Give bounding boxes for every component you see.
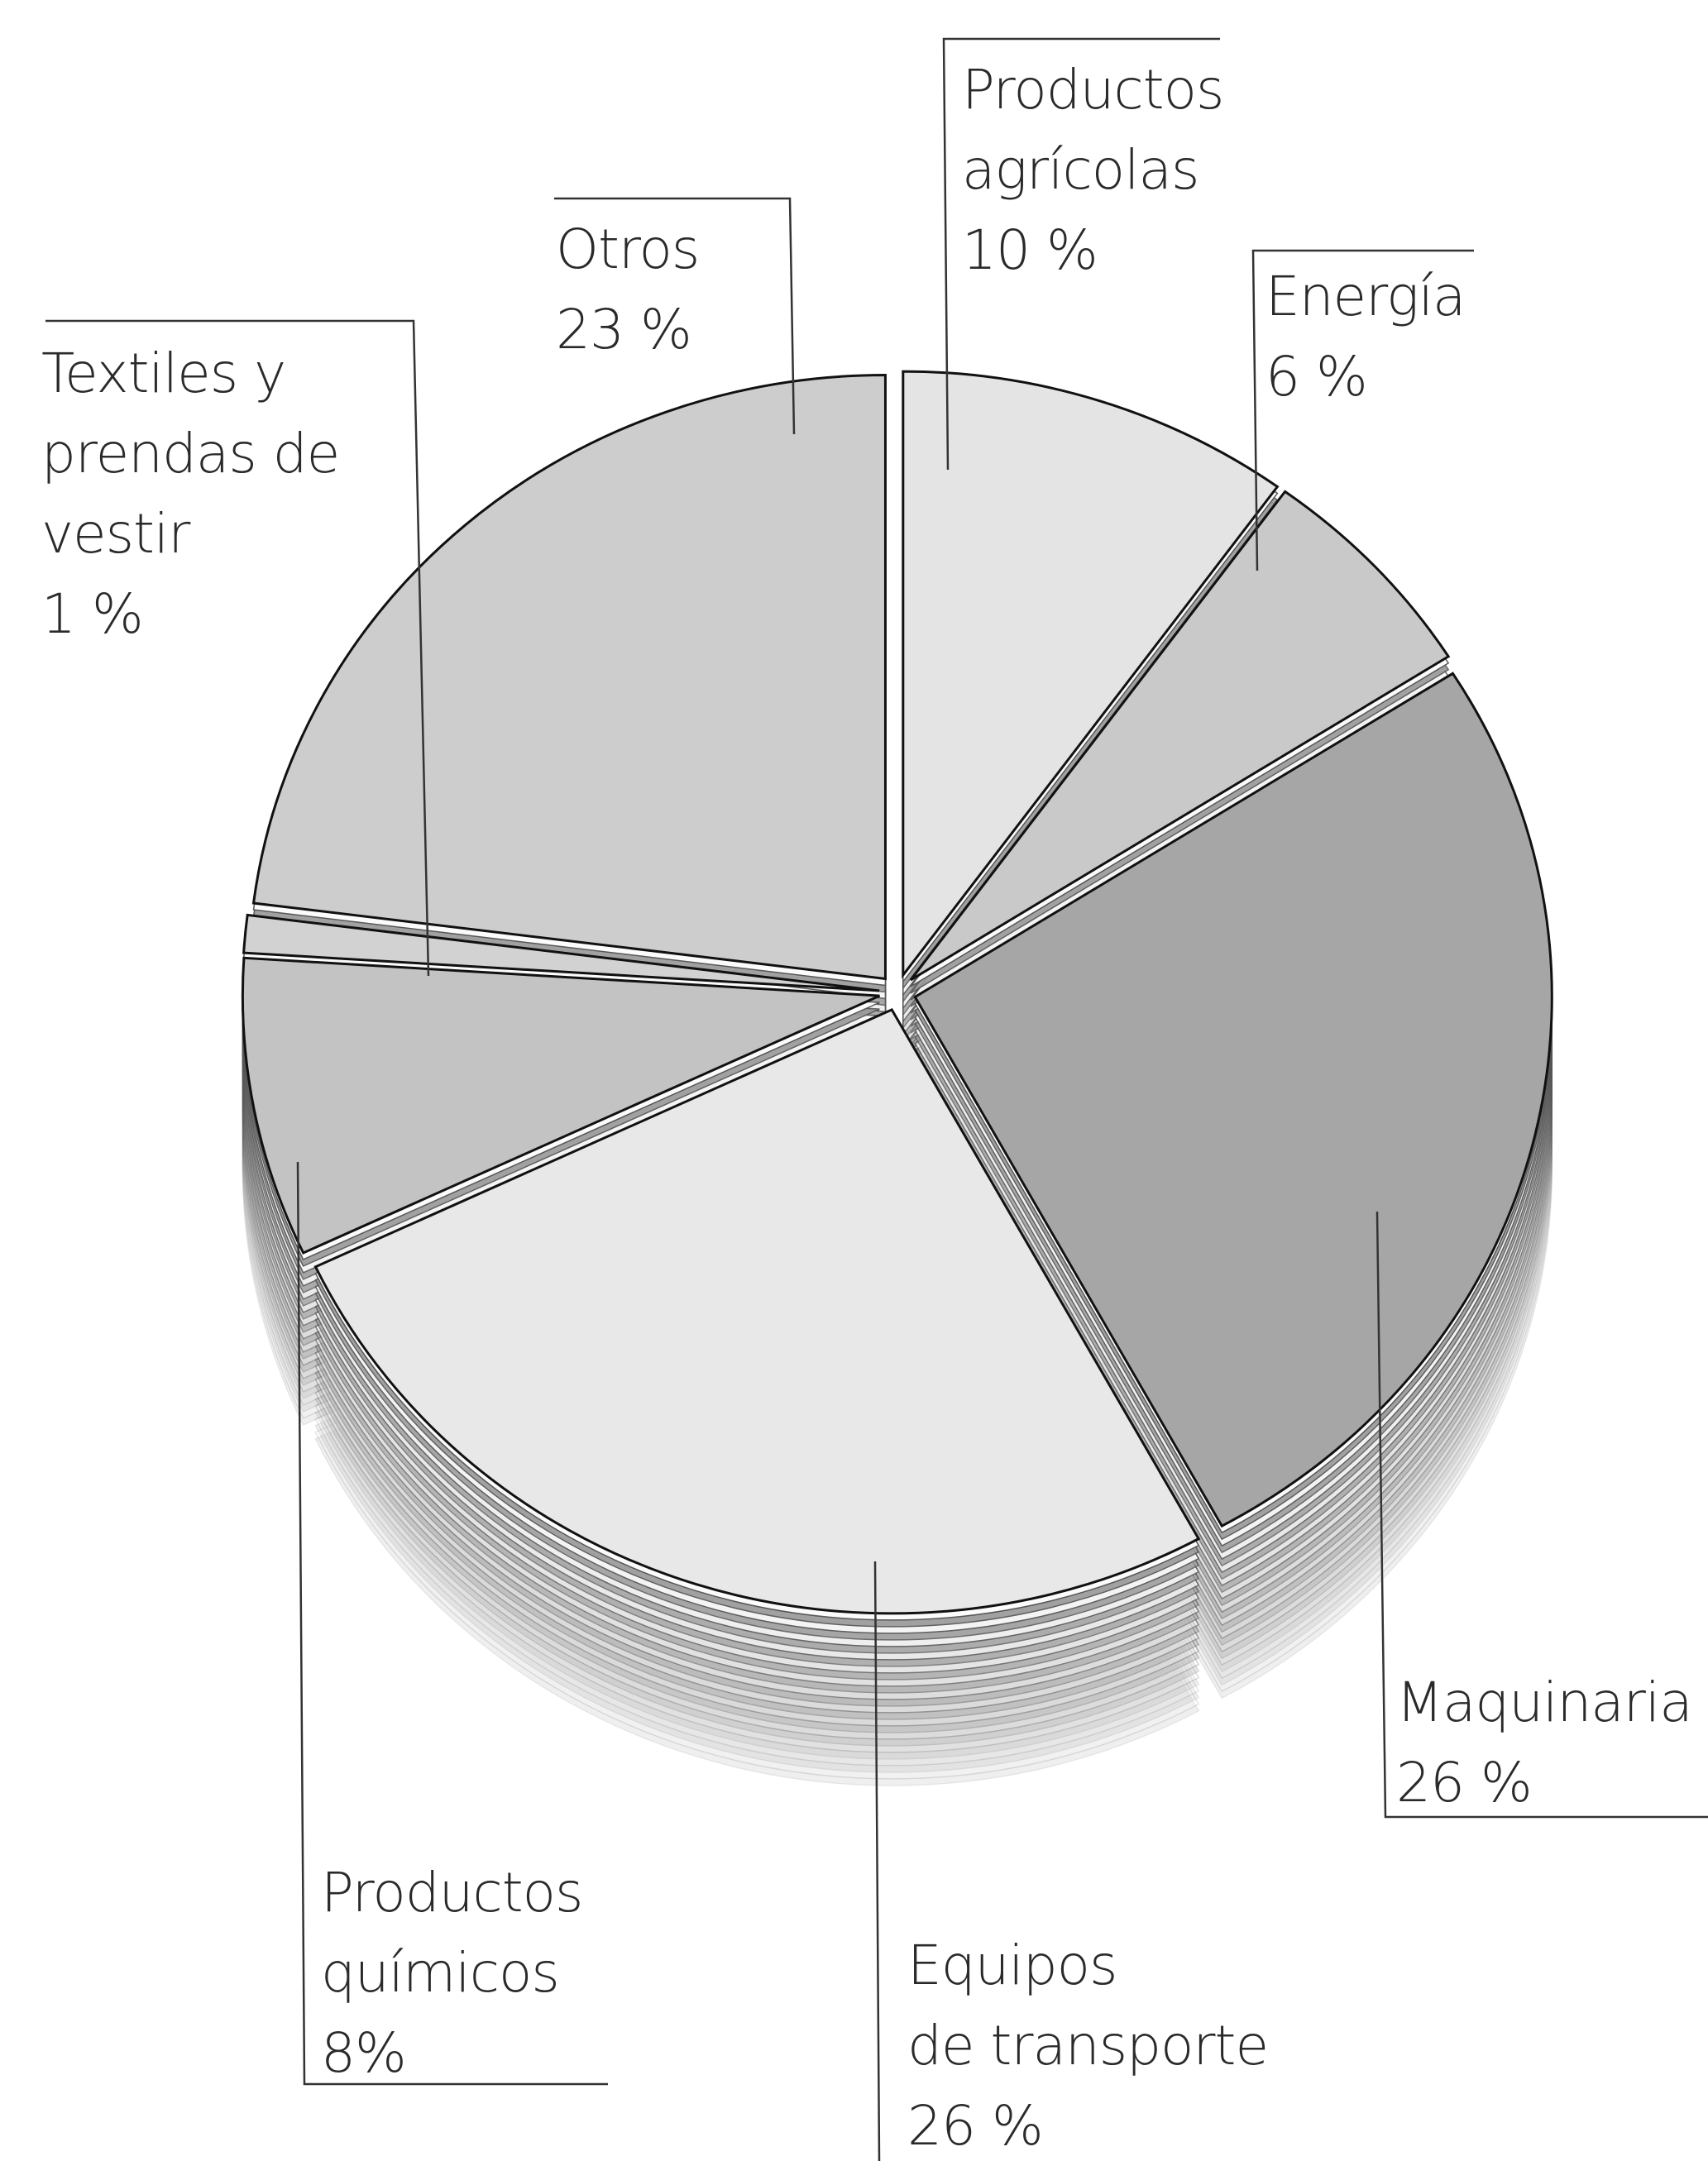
category-label: Textiles y prendas de vestir (41, 342, 340, 566)
slice (241, 956, 881, 1255)
category-label: Productos agrícolas (962, 58, 1224, 202)
category-label: Energía (1265, 265, 1466, 328)
leader-line (873, 1561, 881, 2161)
leader-line (1251, 249, 1474, 571)
slice-label: Equipos de transporte 26 % (907, 1925, 1269, 2161)
leader-line (1375, 1211, 1708, 1819)
value-label: 23 % (556, 298, 692, 361)
value-label: 26 % (1396, 1751, 1533, 1814)
slice-label: Otros 23 % (556, 209, 700, 370)
category-label: Equipos de transporte (907, 1934, 1269, 2077)
slice-label: Textiles y prendas de vestir 1 % (41, 333, 340, 654)
slice (913, 672, 1553, 1528)
leader-line (942, 37, 1220, 471)
leader-line (45, 319, 430, 977)
value-label: 1 % (41, 582, 144, 646)
slice (902, 370, 1280, 979)
slice-label: Productos químicos 8% (321, 1853, 583, 2093)
slice-label: Maquinaria 26 % (1396, 1662, 1693, 1823)
slice-label: Energía 6 % (1265, 256, 1466, 417)
value-label: 6 % (1265, 345, 1368, 409)
category-label: Maquinaria (1396, 1671, 1693, 1734)
slice-label: Productos agrícolas 10 % (962, 50, 1224, 290)
category-label: Productos químicos (321, 1861, 583, 2005)
value-label: 8% (321, 2021, 407, 2085)
category-label: Otros (556, 218, 700, 281)
slice (909, 490, 1451, 982)
leader-line (296, 1161, 608, 2086)
slice (313, 1008, 1201, 1615)
leader-line (554, 197, 796, 435)
value-label: 10 % (962, 218, 1098, 282)
value-label: 26 % (907, 2094, 1044, 2158)
slice (242, 913, 880, 992)
slice (251, 373, 887, 981)
